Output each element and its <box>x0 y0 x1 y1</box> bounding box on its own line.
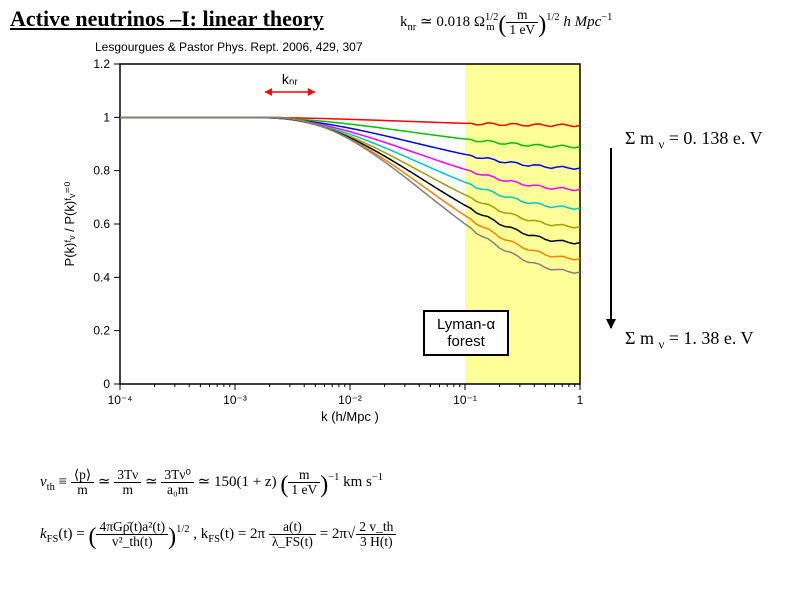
exp-half: 1/2 <box>176 524 189 535</box>
svg-text:0.4: 0.4 <box>93 270 110 284</box>
svg-text:10⁻²: 10⁻² <box>338 393 362 407</box>
frac-a-lambda: a(t)λ_FS(t) <box>269 520 316 549</box>
eq-2pi: = 2π <box>320 526 347 542</box>
mid-text: , k <box>193 526 208 542</box>
frac-3t0-am: 3Tν⁰a₀m <box>161 468 194 497</box>
formula-vth: vth ≡ ⟨p⟩m ≃ 3Tνm ≃ 3Tν⁰a₀m ≃ 150(1 + z)… <box>40 468 383 499</box>
svg-text:1: 1 <box>103 110 110 124</box>
paren-open-3: ( <box>88 524 96 550</box>
paren-open: ( <box>498 12 506 38</box>
mass-frac: m1 eV <box>506 8 538 37</box>
unit-text: h Mpc <box>563 14 601 30</box>
kfs-arg: (t) = <box>58 526 88 542</box>
formula-kfs: kFS(t) = (4πGρ̄(t)a²(t)v²_th(t))1/2 , kF… <box>40 520 396 551</box>
var-k: k <box>400 14 408 30</box>
svg-text:kₙᵣ: kₙᵣ <box>282 71 299 87</box>
svg-text:10⁻³: 10⁻³ <box>223 393 247 407</box>
svg-text:10⁻⁴: 10⁻⁴ <box>108 393 133 407</box>
vth-sub: th <box>47 482 55 493</box>
lyman-line2: forest <box>447 333 485 350</box>
kfs-sub: FS <box>47 534 59 545</box>
kfs-var: k <box>40 526 47 542</box>
vth-var: v <box>40 474 47 490</box>
frac-sqrt: 2 v_th3 H(t) <box>356 520 396 549</box>
paren-open-2: ( <box>280 472 288 498</box>
frac-3t-m: 3Tνm <box>114 468 141 497</box>
svg-text:P(k)ᶠᵥ / P(k)ᶠᵥ⁼⁰: P(k)ᶠᵥ / P(k)ᶠᵥ⁼⁰ <box>62 182 77 267</box>
kfs-sub-2: FS <box>208 534 220 545</box>
svg-text:0: 0 <box>103 377 110 391</box>
svg-text:0.8: 0.8 <box>93 164 110 178</box>
kms-unit: km s <box>343 474 372 490</box>
mid-arg: (t) = 2π <box>220 526 269 542</box>
exp-minus1: −1 <box>328 472 339 483</box>
sub-nr: nr <box>408 22 417 33</box>
frac-m-ev: m1 eV <box>288 468 320 497</box>
lyman-alpha-label: Lyman-α forest <box>423 310 509 356</box>
mass-arrow <box>610 148 612 328</box>
sigma-m-2: Σ m <box>625 328 658 348</box>
mass-label-top: Σ m ν = 0. 138 e. V <box>625 128 763 153</box>
svg-text:1: 1 <box>577 393 584 407</box>
svg-text:k (h/Mpc ): k (h/Mpc ) <box>321 409 379 424</box>
citation-text: Lesgourgues & Pastor Phys. Rept. 2006, 4… <box>95 40 363 54</box>
svg-text:10⁻¹: 10⁻¹ <box>453 393 477 407</box>
paren-close: ) <box>538 12 546 38</box>
sigma-m-1: Σ m <box>625 128 658 148</box>
kms-sup: −1 <box>372 472 383 483</box>
page-title: Active neutrinos –I: linear theory <box>10 6 324 32</box>
svg-text:0.2: 0.2 <box>93 324 110 338</box>
paren-close-3: ) <box>168 524 176 550</box>
approx-text: ≃ 0.018 Ω <box>416 14 485 30</box>
svg-text:1.2: 1.2 <box>93 57 110 71</box>
lyman-line1: Lyman-α <box>437 316 495 333</box>
unit-sup: −1 <box>601 12 612 23</box>
value-2: = 1. 38 e. V <box>664 328 753 348</box>
value-1: = 0. 138 e. V <box>664 128 762 148</box>
rhs-text: ≃ 150(1 + z) <box>198 474 277 490</box>
paren-close-2: ) <box>320 472 328 498</box>
svg-text:0.6: 0.6 <box>93 217 110 231</box>
frac-p-m: ⟨p⟩m <box>71 468 94 497</box>
half-sup: 1/2 <box>546 12 559 23</box>
formula-knr: knr ≃ 0.018 Ω1/2m (m1 eV)1/2 h Mpc−1 <box>400 8 612 39</box>
omega-sub: m <box>486 22 494 33</box>
frac-grho: 4πGρ̄(t)a²(t)v²_th(t) <box>96 520 168 549</box>
vth-eq: ≡ <box>55 474 71 490</box>
mass-label-bottom: Σ m ν = 1. 38 e. V <box>625 328 754 353</box>
suppression-chart: 10⁻⁴ 10⁻³ 10⁻² 10⁻¹ 1 0 0.2 0.4 0.6 0.8 1 1.2 k (h/M… <box>60 54 590 424</box>
